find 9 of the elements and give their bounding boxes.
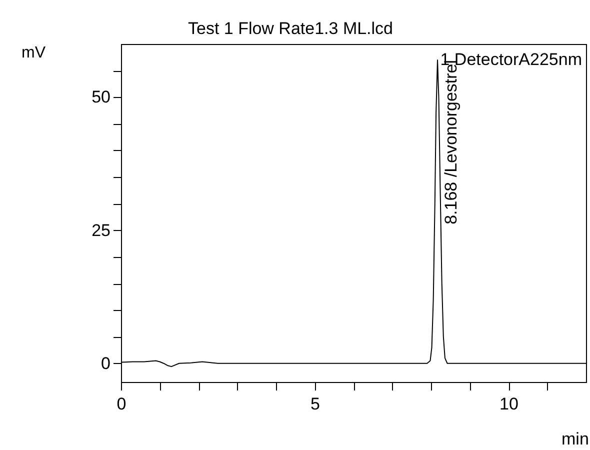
chart-title: Test 1 Flow Rate1.3 ML.lcd: [188, 19, 394, 38]
y-tick-label: 50: [92, 88, 110, 107]
y-tick-label: 0: [101, 354, 110, 373]
x-axis-title: min: [562, 430, 589, 448]
y-tick-label: 25: [92, 220, 110, 240]
x-tick-label: 5: [310, 394, 320, 414]
y-axis-title: mV: [22, 44, 46, 62]
x-tick-label: 10: [500, 394, 518, 414]
x-tick-label: 0: [116, 394, 126, 414]
